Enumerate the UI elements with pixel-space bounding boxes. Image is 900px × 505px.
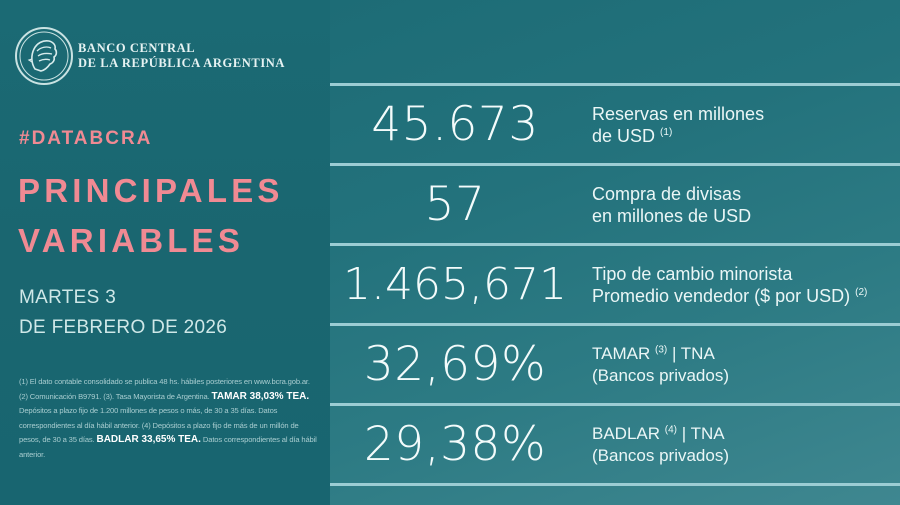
label-line2: en millones de USD	[592, 205, 752, 226]
divider	[330, 163, 900, 166]
label-line2-text: de USD	[592, 125, 656, 146]
variable-label: Reservas en millones de USD (1)	[592, 103, 764, 147]
label-rate-type: | TNA	[681, 423, 725, 443]
divider	[330, 323, 900, 326]
bcra-name-line2: DE LA REPÚBLICA ARGENTINA	[78, 56, 286, 70]
label-line1: Compra de divisas	[592, 183, 742, 204]
variable-label: TAMAR (3) | TNA (Bancos privados)	[592, 343, 729, 387]
variable-value: 57	[424, 177, 486, 232]
footnote-ref: (3)	[654, 343, 668, 355]
footnote-badlar-tea: BADLAR 33,65% TEA.	[96, 434, 201, 446]
title-line2: VARIABLES	[18, 222, 245, 259]
variable-label: BADLAR (4) | TNA (Bancos privados)	[592, 423, 729, 467]
label-line2: de USD (1)	[592, 125, 764, 147]
footnote-tamar-tea: TAMAR 38,03% TEA.	[211, 390, 310, 402]
label-line1: TAMAR (3) | TNA	[592, 343, 729, 365]
variable-row-tipo-cambio: 1.465,671 Tipo de cambio minorista Prome…	[330, 246, 900, 323]
footnote-part3: Datos correspondientes al día hábil ante…	[19, 435, 317, 459]
divider	[330, 483, 900, 486]
variable-label: Compra de divisas en millones de USD	[592, 183, 751, 227]
variable-row-tamar: 32,69% TAMAR (3) | TNA (Bancos privados)	[330, 326, 900, 403]
variable-row-reservas: 45.673 Reservas en millones de USD (1)	[330, 86, 900, 163]
footnote-part2: Depósitos a plazo fijo de 1.200 millones…	[19, 406, 299, 445]
label-name: TAMAR	[592, 343, 651, 363]
divider	[330, 403, 900, 406]
bcra-logo: BANCO CENTRAL DE LA REPÚBLICA ARGENTINA	[15, 27, 285, 85]
variable-value: 45.673	[371, 97, 539, 152]
label-rate-type: | TNA	[671, 343, 715, 363]
footnotes: (1) El dato contable consolidado se publ…	[19, 375, 319, 463]
date-line1: MARTES 3	[19, 287, 117, 308]
variable-label: Tipo de cambio minorista Promedio vended…	[592, 263, 867, 307]
footnote-ref: (1)	[660, 126, 673, 138]
bcra-name: BANCO CENTRAL DE LA REPÚBLICA ARGENTINA	[78, 41, 285, 71]
date-line2: DE FEBRERO DE 2026	[19, 317, 228, 338]
variable-value: 29,38%	[363, 417, 547, 472]
label-line1: BADLAR (4) | TNA	[592, 423, 729, 445]
footnote-ref: (4)	[664, 423, 677, 435]
variable-row-badlar: 29,38% BADLAR (4) | TNA (Bancos privados…	[330, 406, 900, 483]
bcra-name-line1: BANCO CENTRAL	[78, 41, 196, 55]
label-name: BADLAR	[592, 423, 661, 443]
left-panel-background	[0, 0, 330, 505]
variables-table: 45.673 Reservas en millones de USD (1) 5…	[330, 83, 900, 486]
variable-value: 1.465,671	[343, 259, 567, 310]
divider	[330, 243, 900, 246]
label-line2: (Bancos privados)	[592, 365, 730, 385]
label-line1: Tipo de cambio minorista	[592, 263, 793, 284]
variable-row-compra-divisas: 57 Compra de divisas en millones de USD	[330, 166, 900, 243]
report-date: MARTES 3 DE FEBRERO DE 2026	[19, 283, 227, 343]
label-line2-text: Promedio vendedor ($ por USD)	[592, 285, 851, 306]
footnote-ref: (2)	[855, 286, 868, 298]
page-title: PRINCIPALES VARIABLES	[18, 166, 284, 266]
footnote-part1: (1) El dato contable consolidado se publ…	[19, 377, 310, 401]
bcra-seal-icon	[15, 27, 73, 85]
label-line1: Reservas en millones	[592, 103, 765, 124]
title-line1: PRINCIPALES	[18, 172, 284, 209]
hashtag: #DATABCRA	[19, 128, 153, 149]
label-line2: Promedio vendedor ($ por USD) (2)	[592, 285, 867, 307]
variable-value: 32,69%	[363, 337, 547, 392]
divider	[330, 83, 900, 86]
label-line2: (Bancos privados)	[592, 445, 730, 465]
